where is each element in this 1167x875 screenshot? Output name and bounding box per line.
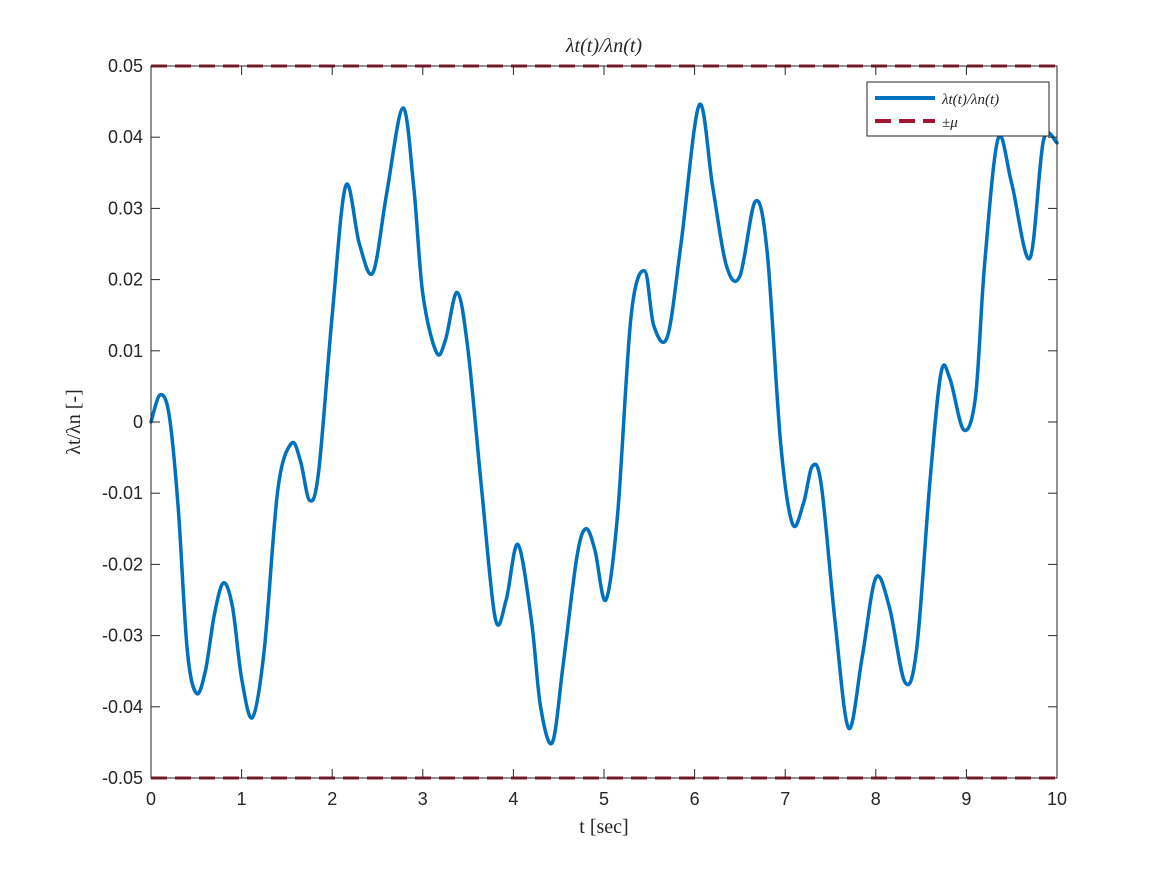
x-tick-labels: 0 1 2 3 4 5 6 7 8 9 10: [146, 789, 1067, 809]
y-tick-label: -0.01: [102, 483, 143, 503]
series-line-lambda-ratio: [149, 102, 1059, 746]
x-axis-label: t [sec]: [579, 816, 628, 838]
x-tick-label: 6: [690, 789, 700, 809]
y-tick-labels: 0.05 0.04 0.03 0.02 0.01 0 -0.01 -0.02 -0.03 -0.0…: [102, 56, 143, 788]
x-tick-label: 3: [418, 789, 428, 809]
legend-entry-series: λt(t)/λn(t): [941, 92, 999, 108]
x-tick-label: 8: [871, 789, 881, 809]
y-axis-label: λt/λn [-]: [63, 389, 85, 455]
chart-title: λt(t)/λn(t): [565, 35, 643, 57]
x-tick-label: 9: [961, 789, 971, 809]
y-tick-label: 0.03: [108, 198, 143, 218]
x-tick-label: 1: [237, 789, 247, 809]
x-tick-label: 4: [508, 789, 518, 809]
x-tick-label: 2: [327, 789, 337, 809]
y-tick-label: 0.04: [108, 127, 143, 147]
y-tick-label: -0.05: [102, 768, 143, 788]
axes-box: [150, 65, 1058, 779]
legend-box: [866, 81, 1050, 137]
legend: λt(t)/λn(t) ±μ: [866, 81, 1050, 137]
y-tick-label: -0.02: [102, 554, 143, 574]
plot-area: [151, 66, 1057, 778]
x-tick-label: 5: [599, 789, 609, 809]
legend-entry-mu: ±μ: [942, 115, 958, 131]
y-tick-label: -0.04: [102, 697, 143, 717]
y-tick-label: 0.05: [108, 56, 143, 76]
x-tick-label: 0: [146, 789, 156, 809]
axes: [150, 65, 1058, 779]
x-tick-label: 10: [1047, 789, 1067, 809]
x-tick-label: 7: [780, 789, 790, 809]
y-tick-label: 0.01: [108, 341, 143, 361]
y-tick-label: -0.03: [102, 626, 143, 646]
y-tick-label: 0: [133, 412, 143, 432]
series-layer: [149, 102, 1059, 746]
y-tick-label: 0.02: [108, 270, 143, 290]
